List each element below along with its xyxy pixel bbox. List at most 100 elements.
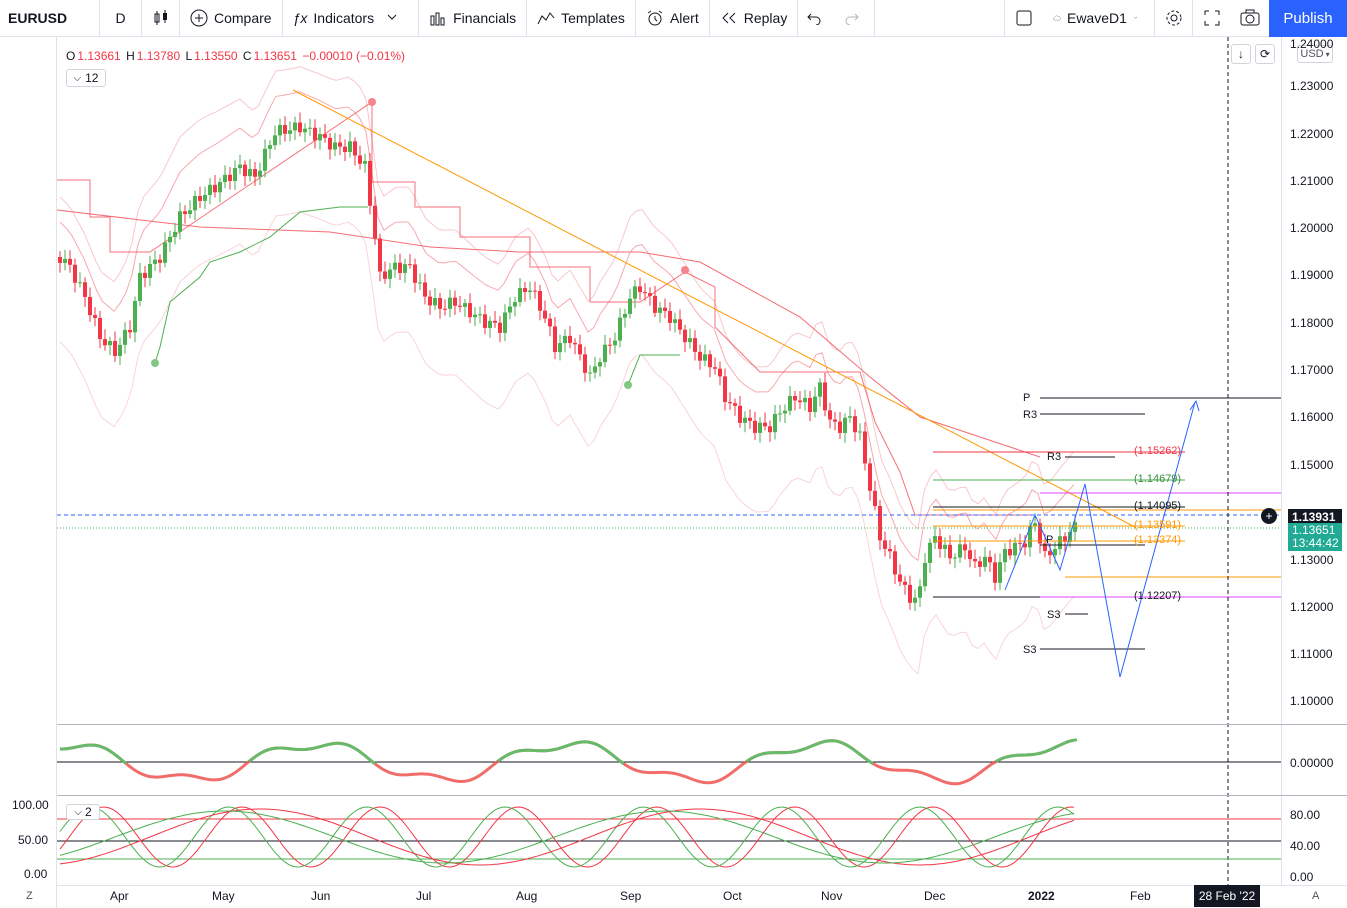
snapshot-button[interactable] (1231, 0, 1269, 37)
toolbar-spacer (875, 0, 1005, 37)
candle-body (748, 417, 752, 421)
fullscreen-button[interactable] (1193, 0, 1231, 37)
compare-button[interactable]: Compare (180, 0, 283, 37)
currency-selector[interactable]: USD ▾ (1297, 45, 1333, 63)
candle-body (233, 168, 237, 181)
high-key: H (126, 49, 135, 63)
scroll-down-button[interactable]: ↓ (1231, 44, 1251, 64)
candle-body (243, 164, 247, 177)
ohlc-legend: O 1.13661 H 1.13780 L 1.13550 C 1.13651 −0.0… (66, 49, 407, 63)
layout-button[interactable]: EwaveD1 (1043, 0, 1155, 37)
zoom-button[interactable]: Z (26, 890, 33, 902)
candle-body (903, 581, 907, 585)
candle-body (163, 242, 167, 263)
candle-body (738, 405, 742, 423)
trend-marker-dot (624, 381, 632, 389)
candle-body (1073, 522, 1077, 532)
wave-projection (1004, 401, 1196, 678)
candle-body (998, 562, 1002, 583)
publish-button[interactable]: Publish (1269, 0, 1347, 37)
chart-area[interactable]: O 1.13661 H 1.13780 L 1.13550 C 1.13651 −0.0… (0, 37, 1347, 908)
osc1-positive (60, 738, 1078, 766)
candle-body (1058, 536, 1062, 550)
osc2-line (59, 808, 1075, 866)
pane-separator[interactable] (57, 795, 1347, 796)
price-tick: 1.23000 (1290, 79, 1334, 93)
candle-body (1018, 542, 1022, 544)
month-label: Feb (1130, 889, 1151, 903)
redo-button[interactable] (836, 0, 876, 37)
low-value: 1.13550 (194, 49, 238, 63)
replay-button[interactable]: Replay (710, 0, 799, 37)
candle-body (343, 146, 347, 152)
candle-body (983, 556, 987, 567)
osc-collapse-button[interactable]: ⌵ 2 (66, 804, 100, 820)
drawings (57, 37, 1281, 885)
price-chart[interactable] (0, 37, 1347, 908)
candle-body (213, 184, 217, 193)
candle-body (118, 344, 122, 356)
open-key: O (66, 49, 76, 63)
candle-body (1023, 543, 1027, 548)
osc-indicator-count: 2 (84, 805, 92, 819)
candle-body (883, 540, 887, 549)
alert-button[interactable]: Alert (636, 0, 710, 37)
level-label: (1.13591) (1134, 519, 1182, 531)
auto-scale-button[interactable]: ⟳ (1255, 44, 1275, 64)
add-alert-plus-icon[interactable]: + (1261, 508, 1277, 524)
price-tick: 1.13000 (1290, 553, 1334, 567)
chevron-down-icon: ⌵ (73, 72, 82, 84)
layout-name: EwaveD1 (1066, 10, 1127, 26)
candle-body (693, 338, 697, 352)
candle-body (468, 303, 472, 318)
auto-scale-toggle[interactable]: A (1312, 890, 1320, 902)
candle-body (398, 262, 402, 273)
replay-label: Replay (743, 10, 788, 26)
candle-body (223, 174, 227, 183)
osc2-left-tick: 0.00 (24, 867, 48, 881)
fx-icon: ƒx (292, 10, 308, 26)
candle-body (798, 400, 802, 403)
candle-body (993, 562, 997, 583)
symbol-search[interactable]: EURUSD (0, 0, 100, 37)
candle-body (678, 319, 682, 330)
undo-button[interactable] (798, 0, 836, 37)
candle-body (273, 135, 277, 146)
candle-body (958, 544, 962, 558)
candle-body (328, 137, 332, 150)
chevron-down-icon: ⌵ (74, 806, 82, 818)
pane-separator[interactable] (57, 724, 1347, 725)
candle-body (598, 362, 602, 367)
price-tick: 1.18000 (1290, 316, 1334, 330)
chart-type-button[interactable] (142, 0, 180, 37)
price-axis[interactable] (1281, 37, 1347, 885)
undo-icon (807, 13, 821, 25)
candle-body (208, 184, 212, 195)
candle-body (88, 296, 92, 316)
pivot-s3-label: S3 (1023, 644, 1037, 656)
candle-body (768, 426, 772, 433)
candle-body (148, 263, 152, 278)
indicator-count: 12 (85, 71, 99, 85)
indicators-collapse-button[interactable]: ⌵ 12 (66, 69, 106, 87)
candle-body (138, 272, 142, 302)
pivot-r3-label: R3 (1023, 409, 1038, 421)
templates-button[interactable]: Templates (527, 0, 636, 37)
month-label: Jun (311, 889, 331, 903)
time-axis[interactable] (57, 885, 1347, 908)
top-toolbar: EURUSD D Compare ƒx Indicators Financial… (0, 0, 1347, 37)
candle-body (963, 544, 967, 551)
trend-marker-dot (368, 98, 376, 106)
candle-body (333, 142, 337, 150)
candle-body (473, 314, 477, 318)
settings-button[interactable] (1155, 0, 1193, 37)
month-label: Dec (924, 889, 946, 903)
redo-icon (845, 13, 860, 25)
templates-icon (537, 12, 555, 25)
indicators-button[interactable]: ƒx Indicators (283, 0, 420, 37)
interval-button[interactable]: D (100, 0, 142, 37)
candle-body (1003, 548, 1007, 563)
candle-body (608, 344, 612, 346)
fullscreen-toggle[interactable] (1005, 0, 1043, 37)
financials-button[interactable]: Financials (419, 0, 528, 37)
